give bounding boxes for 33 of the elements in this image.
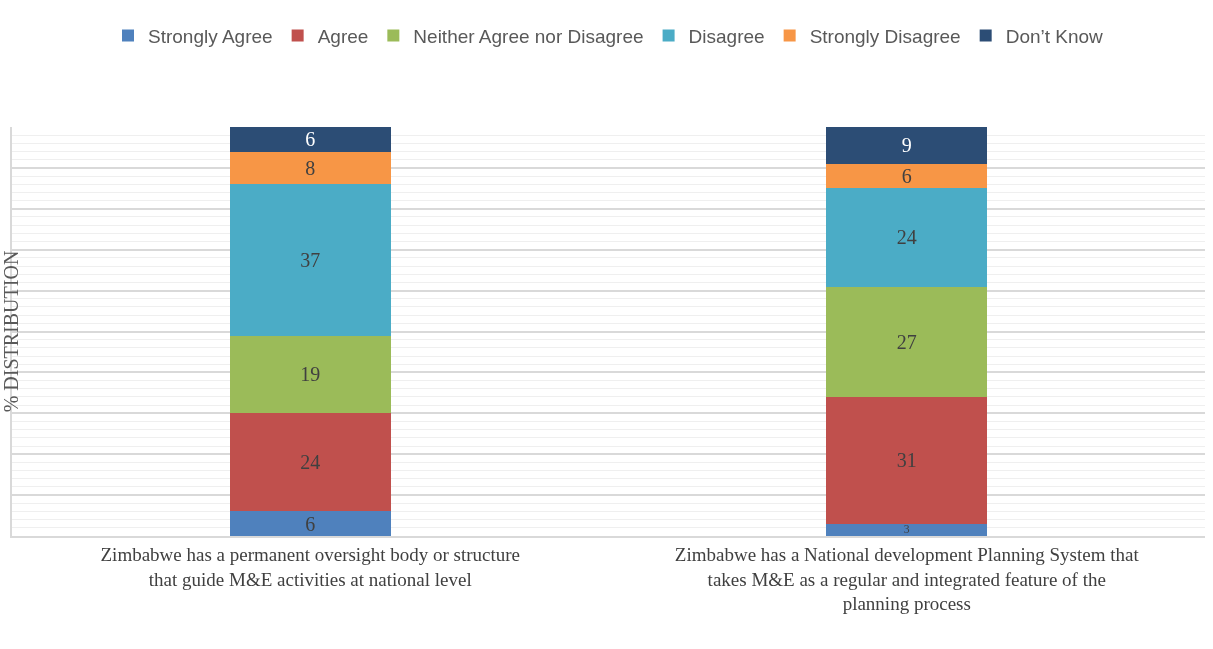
y-axis-title: % DISTRIBUTION [0,250,22,413]
data-label: 27 [896,330,917,353]
legend-label: Agree [317,25,369,47]
bar [229,511,391,536]
bar [826,188,988,287]
data-label: 6 [901,165,912,188]
data-label: 31 [896,449,917,472]
bar [826,523,988,536]
bar [826,127,988,164]
legend-label: Don’t Know [1005,25,1104,47]
bar [229,151,391,185]
legend-label: Strongly Disagree [809,25,961,47]
data-label: 3 [903,523,910,537]
bar [229,413,391,512]
bar [826,163,988,189]
bar [826,286,988,397]
bar [229,184,391,336]
data-label: 19 [300,363,321,386]
bar [229,127,391,152]
bar [826,396,988,524]
x-tick-label: Zimbabwe has a National development Planning System that takes M&E as a regular and integrated feature of the planning process [674,543,1140,615]
data-label: 24 [896,226,917,249]
data-label: 37 [300,248,321,271]
legend-label: Strongly Agree [148,25,273,47]
data-label: 9 [901,134,912,157]
legend-label: Disagree [688,25,765,47]
legend-label: Neither Agree nor Disagree [413,25,644,47]
x-tick-label: Zimbabwe has a permanent oversight body or structure that guide M&E activities at national level [100,543,520,590]
bar [229,335,391,414]
data-label: 6 [305,128,316,151]
data-label: 8 [305,156,316,179]
data-label: 6 [305,512,316,535]
data-label: 24 [300,451,321,474]
